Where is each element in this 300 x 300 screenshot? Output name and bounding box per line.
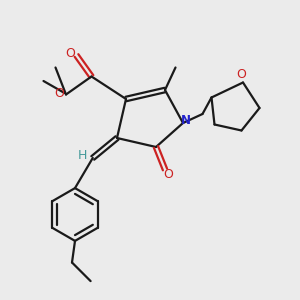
Text: O: O — [55, 86, 64, 100]
Text: O: O — [163, 168, 173, 182]
Text: O: O — [65, 46, 75, 60]
Text: H: H — [78, 149, 87, 162]
Text: N: N — [180, 114, 190, 127]
Text: O: O — [237, 68, 246, 81]
